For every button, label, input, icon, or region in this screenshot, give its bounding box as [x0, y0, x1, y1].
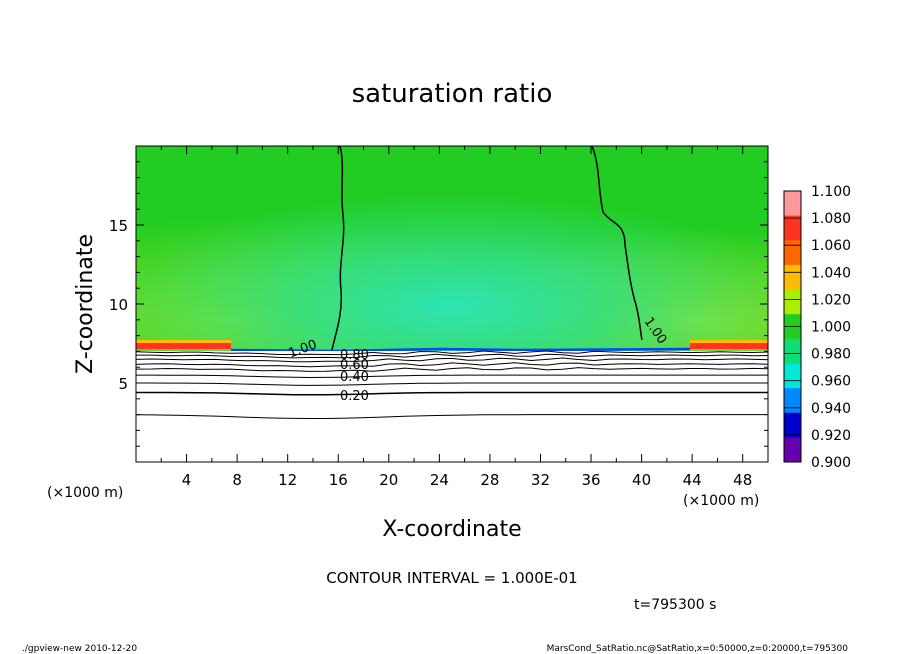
contour-line: [136, 362, 768, 368]
colorbar-label: 0.920: [811, 428, 851, 444]
colorbar-label: 1.020: [811, 292, 851, 308]
x-tick-label: 24: [430, 471, 449, 489]
colorbar-label: 0.940: [811, 401, 851, 417]
x-tick-label: 28: [480, 471, 499, 489]
colorbar-swatch: [784, 437, 801, 463]
contour-line: [136, 382, 768, 386]
x-tick-label: 4: [182, 471, 192, 489]
x-axis-label: X-coordinate: [382, 517, 521, 542]
colorbar-label: 1.040: [811, 265, 851, 281]
x-tick-label: 32: [531, 471, 550, 489]
contour-interval-text: CONTOUR INTERVAL = 1.000E-01: [326, 569, 577, 587]
colorbar-label: 1.060: [811, 238, 851, 254]
cloud-base-orange-right: [690, 340, 768, 343]
colorbar-swatch: [784, 412, 801, 438]
cloud-base-orange-left: [136, 340, 231, 343]
time-text: t=795300 s: [634, 597, 716, 613]
colorbar-swatch: [784, 215, 801, 241]
x-unit-right: (×1000 m): [683, 493, 759, 509]
x-tick-label: 8: [232, 471, 242, 489]
colorbar: 1.100 1.080 1.060 1.040 1.020 1.000 0.980 0.960…: [783, 184, 851, 471]
contour-label-0-60: 0.60: [340, 358, 369, 373]
contour-line: [136, 414, 768, 419]
colorbar-label: 0.900: [811, 455, 851, 471]
cloud-base-red-left: [136, 343, 231, 349]
contour-line: [136, 357, 768, 363]
contour-line: [136, 374, 768, 379]
colorbar-label: 1.000: [811, 320, 851, 336]
contour-line: [136, 367, 768, 372]
y-tick-label: 5: [118, 375, 128, 393]
colorbar-swatch: [784, 338, 801, 364]
y-tick-label: 10: [109, 296, 128, 314]
contour-line: [136, 353, 768, 359]
y-axis-label: Z-coordinate: [73, 234, 98, 374]
x-tick-label: 48: [733, 471, 752, 489]
x-tick-label: 44: [683, 471, 702, 489]
x-tick-label: 12: [278, 471, 297, 489]
contour-label-0-40: 0.40: [340, 370, 369, 385]
x-axis-ticks: 4 8 12 16 20 24 28 32 36 40 44 48: [160, 146, 752, 489]
lower-contours: [136, 350, 768, 419]
x-tick-label: 36: [581, 471, 600, 489]
cloud-base-blue-line: [230, 347, 691, 353]
contour-1-00-right: [591, 146, 643, 341]
contour-label-0-80: 0.80: [340, 348, 369, 363]
footer-right: MarsCond_SatRatio.nc@SatRatio,x=0:50000,…: [547, 644, 849, 654]
y-tick-label: 15: [109, 217, 128, 235]
colorbar-label: 1.080: [811, 211, 851, 227]
colorbar-swatch: [784, 289, 801, 315]
contour-line: [136, 391, 768, 396]
footer-left: ./gpview-new 2010-12-20: [22, 644, 137, 654]
colorbar-swatch: [784, 363, 801, 389]
colorbar-swatch: [784, 240, 801, 266]
colorbar-label: 0.960: [811, 374, 851, 390]
chart-title: saturation ratio: [352, 79, 553, 109]
contour-label-0-20: 0.20: [340, 389, 369, 404]
colorbar-label: 0.980: [811, 347, 851, 363]
plot-area: [136, 146, 768, 462]
colorbar-swatch: [784, 191, 801, 217]
colorbar-swatch: [784, 388, 801, 414]
subsaturated-region: [136, 351, 768, 462]
cloud-base-red-right: [690, 343, 768, 349]
contour-line: [136, 350, 768, 356]
x-tick-label: 40: [632, 471, 651, 489]
central-subsaturated-plume: [136, 146, 768, 351]
x-tick-label: 16: [329, 471, 348, 489]
contour-1-00-left: [331, 146, 345, 351]
colorbar-swatch: [784, 264, 801, 291]
y-axis-ticks: 5 10 15: [109, 161, 768, 447]
x-tick-label: 20: [379, 471, 398, 489]
colorbar-label: 1.100: [811, 184, 851, 200]
x-unit-left: (×1000 m): [47, 485, 123, 501]
